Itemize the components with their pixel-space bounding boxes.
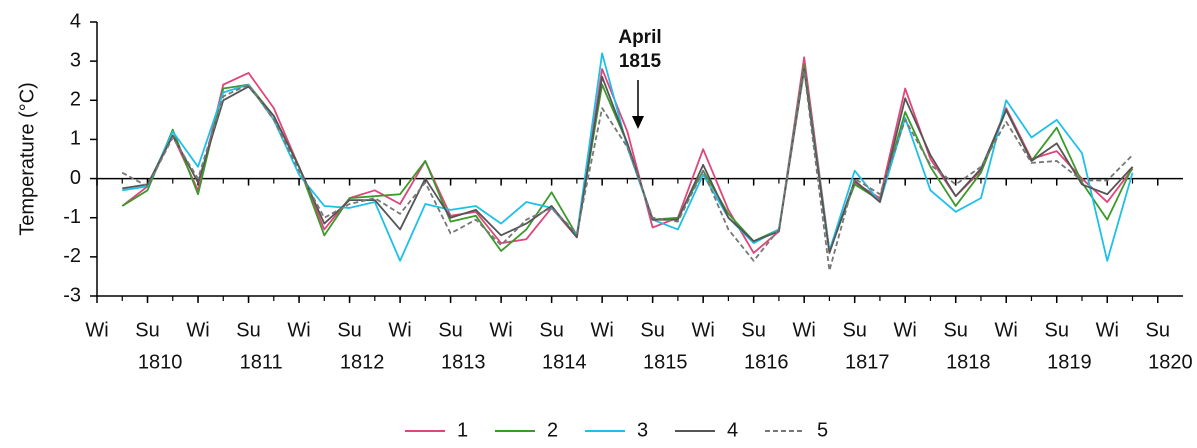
series-line: [122, 68, 1134, 254]
x-tick-label: Su: [1146, 319, 1170, 341]
year-label: 1813: [441, 351, 486, 373]
annotation: 1815: [619, 51, 662, 72]
year-label: 1818: [946, 351, 991, 373]
x-tick-label: Wi: [287, 319, 310, 341]
legend-label: 2: [547, 419, 558, 441]
year-label: 1812: [340, 351, 385, 373]
x-tick-label: Wi: [792, 319, 815, 341]
x-tick-label: Su: [943, 319, 967, 341]
year-label: 1819: [1047, 351, 1092, 373]
legend-label: 5: [817, 419, 828, 441]
legend-label: 3: [637, 419, 648, 441]
y-tick-label: -2: [63, 245, 81, 267]
x-tick-label: Su: [1044, 319, 1068, 341]
legend-label: 4: [727, 419, 738, 441]
x-tick-label: Wi: [590, 319, 613, 341]
y-tick-label: 1: [70, 128, 81, 150]
x-tick-label: Wi: [186, 319, 209, 341]
series-line: [122, 52, 1134, 262]
y-axis-title: Temperature (°C): [16, 82, 38, 236]
legend-label: 1: [457, 419, 468, 441]
x-tick-label: Su: [640, 319, 664, 341]
year-label: 1817: [845, 351, 890, 373]
annotation: April: [618, 27, 661, 48]
x-tick-label: Wi: [691, 319, 714, 341]
year-label: 1816: [744, 351, 789, 373]
y-tick-label: 2: [70, 89, 81, 111]
x-tick-label: Wi: [85, 319, 108, 341]
series-line: [121, 56, 1134, 254]
year-label: 1815: [643, 351, 688, 373]
y-tick-label: 0: [70, 167, 81, 189]
y-tick-label: 4: [70, 10, 81, 32]
y-tick-label: -1: [63, 206, 81, 228]
series-line: [121, 70, 1134, 272]
x-tick-label: Wi: [489, 319, 512, 341]
year-label: 1810: [138, 351, 183, 373]
x-tick-label: Su: [337, 319, 361, 341]
y-tick-label: 3: [70, 49, 81, 71]
annotation-arrowhead: [632, 116, 644, 129]
year-label: 1820: [1148, 351, 1193, 373]
x-tick-label: Su: [236, 319, 260, 341]
y-tick-label: -3: [63, 284, 81, 306]
x-tick-label: Su: [539, 319, 563, 341]
x-tick-label: Wi: [388, 319, 411, 341]
x-tick-label: Su: [135, 319, 159, 341]
year-label: 1814: [542, 351, 587, 373]
year-label: 1811: [240, 351, 283, 373]
series-line: [121, 64, 1134, 252]
x-tick-label: Wi: [894, 319, 917, 341]
x-tick-label: Su: [842, 319, 866, 341]
x-tick-label: Wi: [995, 319, 1018, 341]
x-tick-label: Su: [741, 319, 765, 341]
x-tick-label: Wi: [1096, 319, 1119, 341]
x-tick-label: Su: [438, 319, 462, 341]
